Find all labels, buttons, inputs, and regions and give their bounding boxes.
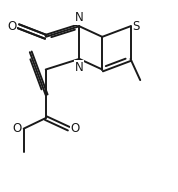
Text: N: N [75,61,84,74]
Text: N: N [75,12,84,24]
Text: S: S [132,20,140,33]
Text: O: O [13,122,22,135]
Text: O: O [70,122,80,135]
Text: O: O [7,20,17,33]
